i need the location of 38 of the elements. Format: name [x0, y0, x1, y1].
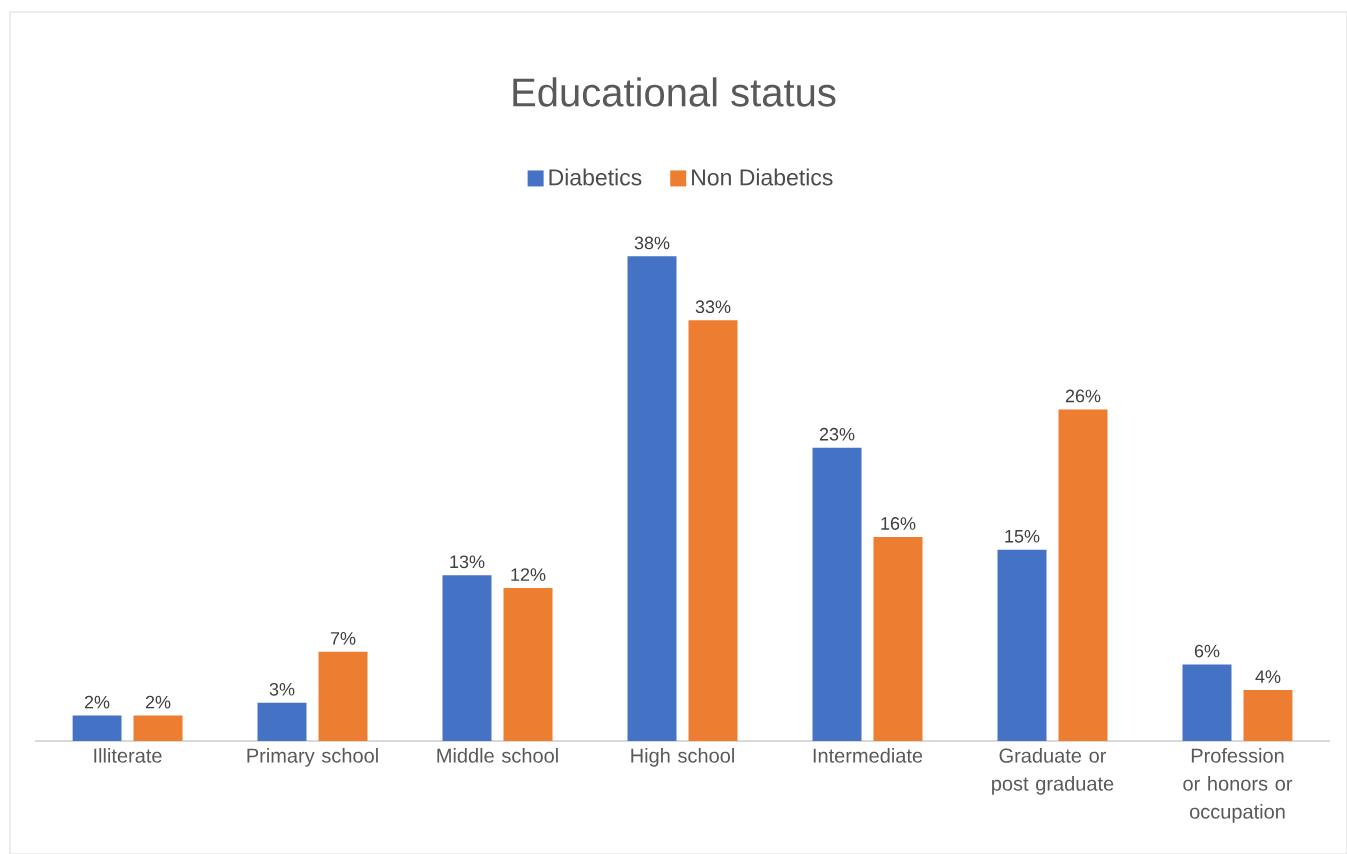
bar: [997, 549, 1047, 741]
data-label: 26%: [1065, 389, 1101, 403]
data-label: 7%: [330, 632, 356, 645]
data-label: 2%: [145, 695, 171, 709]
legend-label: Diabetics: [549, 168, 642, 186]
data-label: 13%: [450, 555, 485, 569]
data-label: 12%: [511, 568, 546, 581]
legend-label: Non Diabetics: [692, 168, 833, 186]
data-label: 23%: [819, 427, 855, 441]
data-label: 38%: [634, 236, 670, 250]
x-tick-label: High school: [631, 748, 734, 767]
bar: [1243, 689, 1293, 741]
bar: [72, 715, 122, 741]
bar: [812, 447, 862, 741]
data-label: 33%: [695, 300, 731, 314]
bar: [1058, 409, 1108, 741]
bar: [257, 702, 307, 741]
bar: [1182, 664, 1232, 741]
bar: [627, 256, 677, 741]
chart-title: Educational status: [513, 77, 836, 107]
data-label: 2%: [84, 695, 110, 709]
bar: [503, 587, 553, 741]
x-tick-label: Profession or honors or occupation: [1183, 748, 1293, 823]
x-tick-label: Intermediate: [813, 748, 923, 763]
data-label: 3%: [269, 682, 295, 696]
bar: [133, 715, 183, 741]
data-label: 16%: [881, 517, 916, 530]
bar: [873, 536, 923, 741]
x-tick-label: Primary school: [247, 748, 378, 767]
x-tick-label: Middle school: [437, 748, 558, 763]
data-label: 4%: [1255, 670, 1281, 683]
data-label: 6%: [1194, 644, 1220, 658]
bar: [688, 320, 738, 741]
data-label: 15%: [1005, 529, 1040, 543]
x-tick-label: Illiterate: [94, 748, 162, 763]
bar: [442, 575, 492, 741]
x-tick-label: Graduate or post graduate: [992, 748, 1114, 795]
bar: [318, 651, 368, 741]
